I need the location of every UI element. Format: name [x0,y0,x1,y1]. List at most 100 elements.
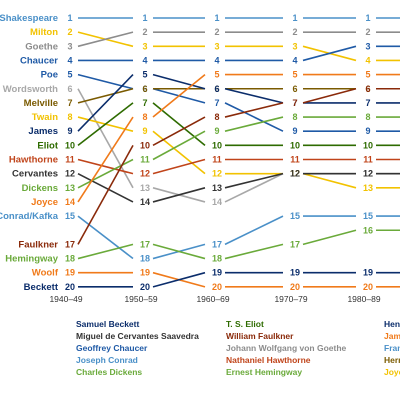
rank-label-hawthorne-3: 11 [290,155,300,165]
series-segment-eliot-0 [77,102,134,146]
rank-label-james-2: 6 [214,84,219,94]
rank-label-hemingway-4: 16 [363,225,373,235]
x-tick-label: 1970–79 [274,294,307,304]
rank-label-goethe-0: 3 [67,41,72,51]
legend-entry: William Faulkner [226,331,294,341]
series-name-chaucer: Chaucer [20,55,58,66]
series-segment-faulkner-3 [302,87,357,104]
rank-label-beckett-2: 19 [212,268,222,278]
rank-label-poe-0: 5 [67,70,72,80]
rank-label-conrad-kafka-3: 15 [290,211,300,221]
rank-label-hawthorne-0: 11 [65,155,75,165]
series-segment-hawthorne-0 [77,158,134,175]
rank-label-woolf-0: 19 [65,268,75,278]
series-name-wordsworth: Wordsworth [3,84,58,95]
series-segment-poe-0 [77,73,134,90]
rank-label-wordsworth-1: 13 [140,183,150,193]
rank-label-twain-1: 9 [142,126,147,136]
rank-label-poe-1: 6 [142,84,147,94]
rank-label-hemingway-2: 18 [212,254,222,264]
rank-label-conrad-kafka-2: 17 [212,239,222,249]
rank-label-faulkner-3: 7 [292,98,297,108]
series-name-woolf: Woolf [32,268,59,279]
legend-entry: Herr [384,355,400,365]
legend-entry: T. S. Eliot [226,319,264,329]
rank-label-twain-0: 8 [67,112,72,122]
series-name-beckett: Beckett [24,282,59,293]
rank-label-cervantes-2: 13 [212,183,222,193]
series-segment-twain-1 [152,130,206,175]
rank-label-woolf-1: 19 [140,268,150,278]
rank-label-dickens-0: 13 [65,183,75,193]
series-name-twain: Twain [32,112,58,123]
rank-label-cervantes-4: 12 [363,169,373,179]
series-segment-wordsworth-2 [224,172,284,203]
rank-label-shakespeare-4: 1 [365,13,370,23]
rank-label-joyce-1: 8 [142,112,147,122]
series-segment-hemingway-0 [77,243,134,260]
series-name-faulkner: Faulkner [18,239,58,250]
rank-label-shakespeare-2: 1 [214,13,219,23]
series-name-james: James [28,126,58,137]
series-segment-faulkner-1 [152,116,206,147]
series-segment-conrad-kafka-2 [224,215,284,246]
rank-label-beckett-0: 20 [65,282,75,292]
rank-label-chaucer-1: 4 [142,55,147,65]
rank-label-goethe-2: 2 [214,27,219,37]
series-segment-chaucer-3 [302,45,357,62]
rank-label-conrad-kafka-1: 18 [140,254,150,264]
rank-label-poe-3: 9 [292,126,297,136]
series-segment-dickens-0 [77,158,134,189]
series-segment-hemingway-3 [302,229,357,246]
rank-label-milton-3: 3 [292,41,297,51]
legend-entry: Fran [384,343,400,353]
series-segment-joyce-0 [77,116,134,203]
rank-label-beckett-3: 19 [290,268,300,278]
rank-label-james-0: 9 [67,126,72,136]
rank-label-shakespeare-0: 1 [67,13,72,23]
rank-label-dickens-2: 9 [214,126,219,136]
rank-label-beckett-4: 19 [363,268,373,278]
rank-label-hawthorne-1: 12 [140,169,150,179]
series-segment-cervantes-2 [224,172,284,189]
rank-label-woolf-4: 20 [363,282,373,292]
rank-label-dickens-4: 8 [365,112,370,122]
rank-label-hemingway-3: 17 [290,239,300,249]
legend-entry: Miguel de Cervantes Saavedra [76,331,199,341]
series-lines [77,17,400,288]
series-name-milton: Milton [30,27,58,38]
series-segment-twain-3 [302,172,357,189]
rank-label-melville-2: 6 [214,84,219,94]
rank-label-shakespeare-3: 1 [292,13,297,23]
rank-label-joyce-4: 5 [365,70,370,80]
legend-entry: Nathaniel Hawthorne [226,355,311,365]
legend-entry: Hen [384,319,400,329]
rank-label-faulkner-1: 10 [140,140,150,150]
rank-label-eliot-3: 10 [290,140,300,150]
series-segment-joyce-1 [152,73,206,118]
x-tick-label: 1940–49 [49,294,82,304]
series-segment-dickens-2 [224,116,284,132]
series-segment-goethe-0 [77,31,134,48]
series-name-melville: Melville [24,98,58,109]
rank-label-goethe-1: 2 [142,27,147,37]
rank-label-wordsworth-0: 6 [67,84,72,94]
x-tick-label: 1960–69 [196,294,229,304]
rank-label-beckett-1: 20 [140,282,150,292]
series-segment-eliot-1 [152,102,206,146]
rank-label-faulkner-4: 6 [365,84,370,94]
series-name-dickens: Dickens [22,183,58,194]
series-segment-faulkner-2 [224,102,284,118]
rank-label-eliot-1: 7 [142,98,147,108]
rank-label-melville-3: 6 [292,84,297,94]
rank-label-woolf-2: 20 [212,282,222,292]
rank-label-eliot-0: 10 [65,140,75,150]
rank-label-joyce-3: 5 [292,70,297,80]
rank-label-wordsworth-3: 12 [290,169,300,179]
rank-label-hemingway-1: 17 [140,239,150,249]
series-segment-james-2 [224,87,284,104]
rank-label-milton-1: 3 [142,41,147,51]
rank-label-melville-0: 7 [67,98,72,108]
series-name-goethe: Goethe [25,41,58,52]
